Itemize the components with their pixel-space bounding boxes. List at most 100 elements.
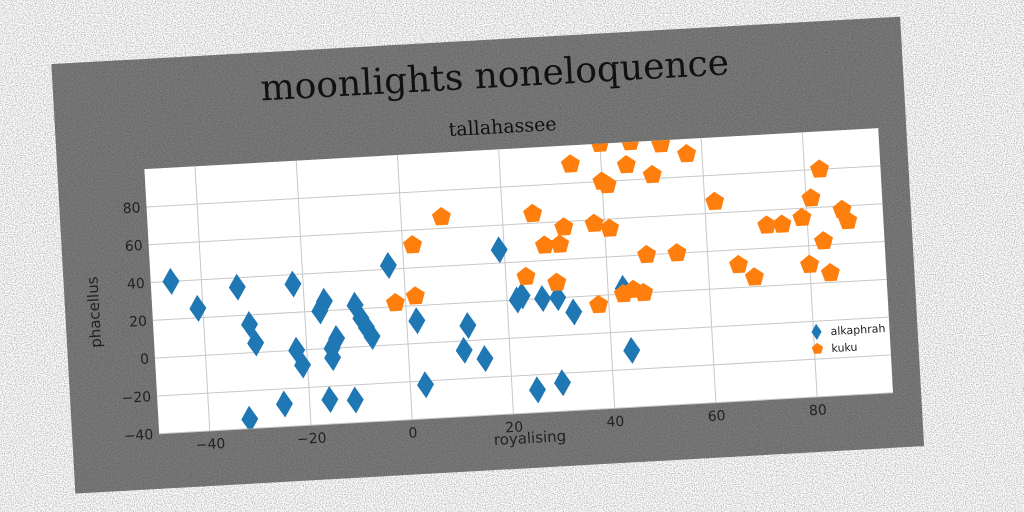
legend-label: alkaphrah (830, 322, 886, 338)
data-point (549, 284, 567, 312)
data-point (757, 215, 777, 234)
data-point (385, 292, 405, 312)
data-point (553, 369, 571, 397)
data-marks (162, 129, 858, 433)
data-point (705, 191, 725, 211)
x-axis-label: royalising (493, 427, 566, 449)
data-point (637, 244, 657, 264)
y-axis-label: phacellus (83, 276, 105, 348)
data-point (490, 236, 508, 264)
data-point (623, 336, 641, 364)
data-point (792, 207, 812, 227)
data-point (324, 344, 342, 372)
y-tick-label: 40 (127, 276, 146, 293)
series-alkaphrah (162, 236, 641, 433)
legend-marker (811, 342, 824, 354)
y-tick-label: 80 (122, 200, 141, 217)
data-point (820, 262, 840, 282)
data-point (677, 144, 697, 163)
legend-marker (811, 323, 822, 340)
data-point (431, 207, 451, 226)
figure: moonlights noneloquence tallahassee −40−… (51, 16, 925, 494)
data-point (321, 386, 339, 414)
data-point (667, 243, 687, 262)
data-point (772, 214, 792, 233)
data-point (744, 267, 764, 286)
data-point (402, 235, 422, 254)
data-point (534, 235, 554, 254)
data-point (241, 405, 259, 433)
x-tick-label: −20 (297, 430, 327, 448)
y-tick-label: 20 (129, 314, 148, 331)
data-point (547, 272, 567, 291)
data-point (728, 254, 748, 274)
data-point (589, 294, 609, 314)
x-tick-label: 60 (707, 408, 726, 425)
x-tick-label: 20 (505, 419, 524, 436)
data-point (529, 376, 546, 404)
data-point (311, 297, 329, 325)
data-point (408, 307, 426, 335)
legend-label: kuku (831, 341, 858, 355)
data-point (600, 218, 620, 237)
data-point (523, 203, 543, 223)
y-gridline (154, 316, 889, 359)
data-point (565, 298, 583, 326)
series-kuku (385, 129, 858, 314)
legend: alkaphrah kuku (811, 322, 886, 355)
x-gridline (194, 166, 211, 431)
tick-labels: −40 −20 0 20 40 60 80 −40 −20 0 20 40 60 80 (121, 200, 828, 454)
data-point (363, 323, 381, 351)
x-gridline (700, 137, 717, 403)
y-tick-label: 0 (140, 351, 150, 367)
x-gridline (396, 154, 413, 420)
data-point (346, 386, 364, 414)
data-point (294, 351, 312, 379)
y-gridline (148, 203, 883, 246)
data-point (315, 287, 333, 315)
data-point (189, 294, 207, 322)
y-gridline (150, 241, 885, 284)
data-point (597, 174, 617, 194)
data-point (328, 325, 346, 352)
data-point (809, 159, 829, 178)
data-point (275, 390, 293, 418)
y-tick-label: −20 (121, 389, 151, 407)
data-point (800, 254, 820, 274)
data-point (417, 371, 435, 399)
data-point (405, 286, 425, 305)
data-point (642, 164, 662, 184)
data-point (459, 311, 477, 339)
data-point (379, 251, 397, 279)
plot-area (144, 128, 894, 434)
data-point (801, 188, 821, 207)
data-point (455, 336, 473, 364)
x-tick-label: 0 (408, 425, 418, 441)
data-point (560, 154, 580, 173)
x-tick-label: −40 (195, 436, 225, 454)
data-point (616, 154, 636, 174)
x-gridline (498, 149, 514, 414)
data-point (241, 310, 259, 338)
data-point (516, 266, 536, 286)
data-point (554, 217, 574, 236)
y-gridline (157, 354, 891, 397)
x-tick-label: 40 (606, 414, 625, 431)
y-gridline (146, 165, 881, 208)
x-gridline (295, 160, 312, 426)
x-tick-label: 80 (809, 402, 828, 419)
data-point (534, 285, 552, 313)
data-point (162, 267, 180, 295)
data-point (476, 345, 494, 373)
y-gridline (159, 392, 894, 435)
data-point (513, 282, 531, 310)
y-tick-label: 60 (124, 238, 143, 255)
data-point (634, 282, 654, 302)
y-tick-label: −40 (123, 427, 153, 445)
data-point (584, 213, 604, 233)
data-point (813, 231, 833, 250)
data-point (247, 329, 265, 357)
data-point (228, 273, 246, 301)
data-point (550, 234, 570, 253)
